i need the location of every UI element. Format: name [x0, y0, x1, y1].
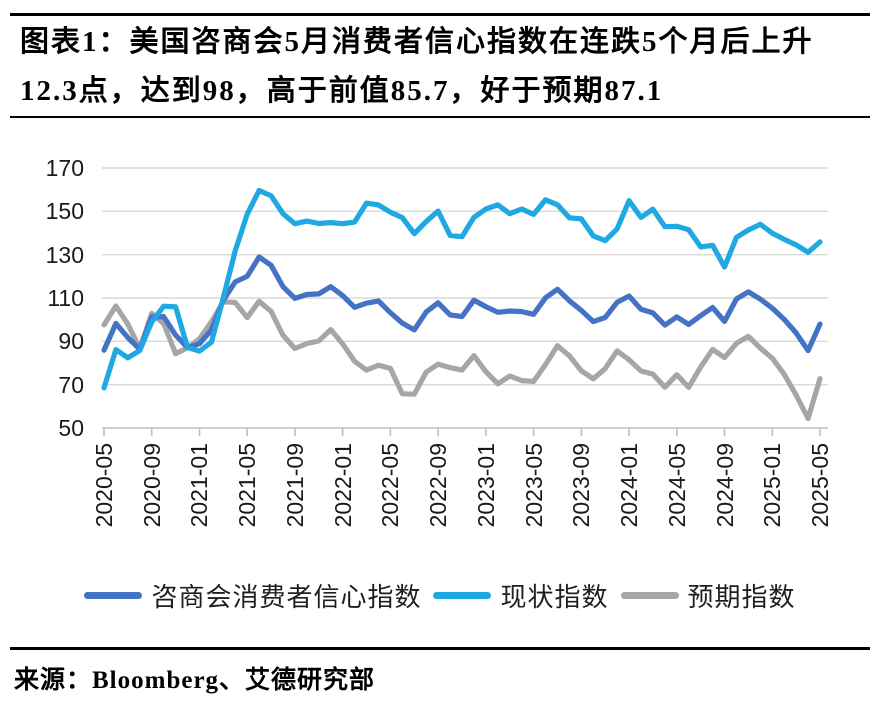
chart-legend: 咨商会消费者信心指数 现状指数 预期指数 — [0, 574, 880, 616]
y-axis-label: 150 — [45, 198, 84, 225]
legend-label-cci: 咨商会消费者信心指数 — [151, 581, 422, 612]
x-axis-label: 2022-09 — [425, 443, 452, 528]
legend-label-present-situation: 现状指数 — [500, 581, 609, 612]
y-axis-label: 50 — [58, 415, 84, 441]
title-divider-rule — [10, 116, 870, 118]
x-axis-label: 2021-05 — [234, 443, 261, 528]
source-divider-rule — [10, 647, 870, 650]
x-axis-label: 2020-09 — [138, 443, 165, 528]
legend-label-expectations: 预期指数 — [687, 581, 796, 612]
x-axis-label: 2023-05 — [520, 443, 547, 528]
x-axis-label: 2025-05 — [807, 443, 833, 528]
figure-title-line2: 12.3点，达到98，高于前值85.7，好于预期87.1 — [20, 75, 664, 107]
legend-line-present-situation-icon — [433, 591, 492, 599]
x-axis-label: 2024-01 — [616, 443, 643, 528]
x-axis-label: 2022-01 — [329, 443, 356, 528]
figure-title-line1: 图表1：美国咨商会5月消费者信心指数在连跌5个月后上升 — [20, 26, 814, 58]
legend-item-expectations: 预期指数 — [620, 577, 796, 614]
x-axis-label: 2023-09 — [568, 443, 595, 528]
x-axis-label: 2025-01 — [759, 443, 786, 528]
x-axis-label: 2021-09 — [281, 443, 308, 528]
figure-title: 图表1：美国咨商会5月消费者信心指数在连跌5个月后上升 12.3点，达到98，高… — [20, 18, 866, 116]
y-axis-label: 110 — [47, 285, 84, 311]
y-axis-label: 130 — [45, 241, 84, 268]
x-axis-label: 2024-05 — [663, 443, 690, 528]
y-axis-label: 70 — [58, 371, 84, 398]
series-line-1 — [101, 187, 823, 391]
x-axis-label: 2024-09 — [711, 443, 738, 528]
y-axis-label: 90 — [58, 328, 84, 355]
x-axis-label: 2020-05 — [91, 443, 117, 528]
x-axis-label: 2023-01 — [472, 443, 499, 528]
source-note: 来源：Bloomberg、艾德研究部 — [14, 667, 376, 694]
legend-line-cci-icon — [84, 591, 143, 599]
legend-line-expectations-icon — [620, 591, 679, 599]
legend-item-present-situation: 现状指数 — [433, 577, 608, 614]
legend-item-cci: 咨商会消费者信心指数 — [84, 577, 421, 614]
y-axis-label: 170 — [45, 155, 84, 181]
x-axis-label: 2021-01 — [186, 443, 213, 528]
x-axis-label: 2022-05 — [377, 443, 404, 528]
top-rule — [10, 13, 870, 16]
